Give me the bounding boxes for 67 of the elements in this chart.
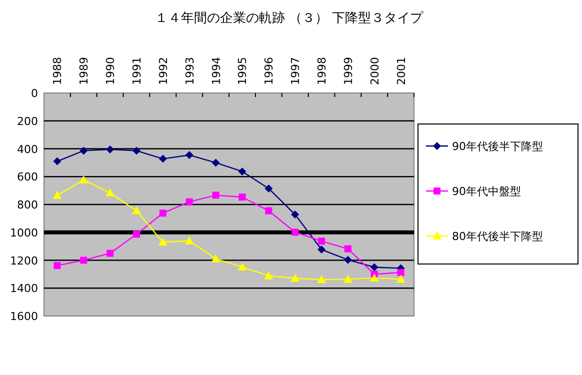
y-tick-label: 800 [17, 198, 38, 212]
point [132, 206, 141, 214]
point [370, 263, 378, 272]
point [212, 192, 220, 199]
y-tick-label: 1200 [10, 254, 38, 268]
point [238, 194, 246, 201]
x-tick-label: 1989 [78, 57, 91, 85]
point [317, 275, 326, 284]
legend-label: 80年代後半下降型 [452, 230, 543, 243]
point [80, 146, 88, 155]
x-tick-label: 1990 [104, 57, 118, 85]
legend-label: 90年代中盤型 [452, 185, 521, 198]
point [343, 274, 352, 283]
legend-label: 90年代後半下降型 [452, 140, 543, 153]
point [292, 228, 299, 236]
x-tick-label: 1994 [210, 57, 223, 85]
y-tick-label: 200 [17, 114, 38, 128]
point [264, 184, 273, 192]
point [80, 256, 88, 264]
x-tick-label: 2001 [394, 57, 408, 85]
x-tick-label: 2000 [368, 57, 382, 85]
y-tick-label: 400 [17, 142, 38, 156]
point [318, 238, 325, 245]
point [265, 207, 272, 214]
point [185, 151, 194, 160]
point [158, 238, 168, 246]
point [264, 271, 274, 280]
x-tick-label: 1998 [316, 57, 328, 85]
point [133, 230, 140, 238]
point [238, 262, 247, 270]
point [132, 146, 140, 155]
point [396, 274, 406, 283]
point [106, 188, 115, 196]
point [344, 245, 352, 252]
x-tick-label: 1997 [289, 57, 302, 85]
x-tick-label: 1996 [262, 57, 276, 85]
point [186, 198, 193, 206]
point [212, 158, 220, 167]
x-tick-label: 1991 [130, 57, 144, 85]
x-tick-label: 1992 [156, 57, 170, 85]
point [106, 145, 114, 154]
point [106, 250, 114, 257]
point [211, 254, 220, 262]
x-tick-label: 1988 [51, 57, 64, 85]
y-tick-label: 0 [31, 87, 38, 100]
y-tick-label: 1600 [10, 310, 38, 323]
y-tick-label: 600 [17, 170, 38, 184]
point [159, 210, 166, 217]
y-tick-label: 1400 [10, 282, 38, 296]
point [158, 154, 167, 163]
x-tick-label: 1999 [342, 57, 355, 85]
y-tick-label: 1000 [10, 226, 38, 240]
point [318, 246, 326, 254]
point [54, 262, 61, 270]
point [53, 157, 62, 166]
point [370, 273, 379, 282]
point [397, 269, 404, 276]
point [79, 175, 88, 184]
point [52, 190, 62, 199]
point [238, 167, 246, 176]
point [290, 274, 300, 282]
point [344, 256, 352, 264]
x-tick-label: 1995 [236, 57, 250, 85]
chart-title: １４年間の企業の軌跡 （３） 下降型３タイプ [154, 11, 424, 26]
x-tick-label: 1993 [183, 57, 196, 85]
point [291, 210, 300, 219]
point [184, 236, 194, 244]
